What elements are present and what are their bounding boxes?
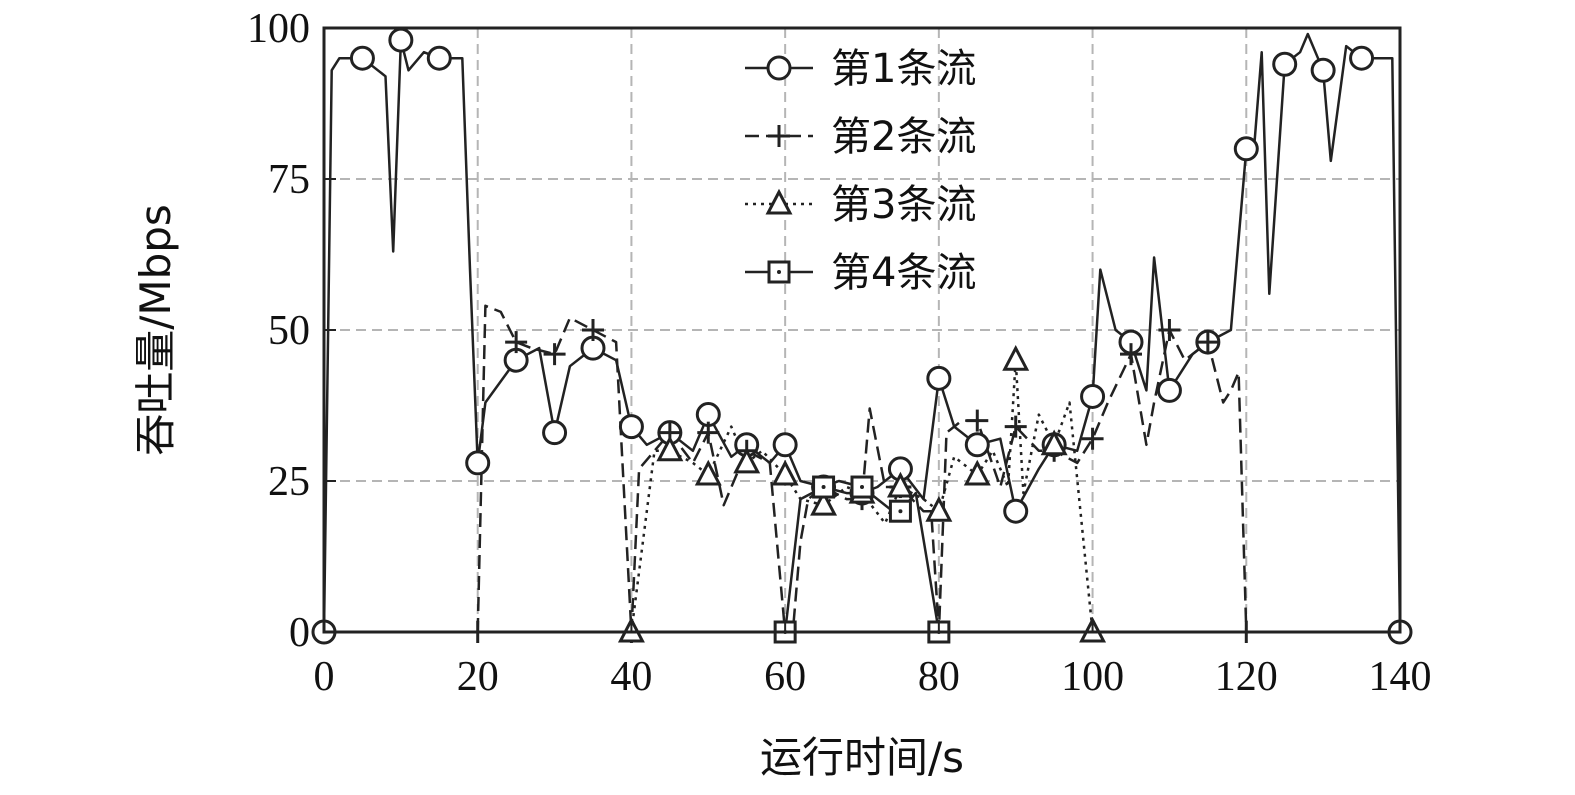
- legend-entry: 第4条流: [745, 250, 976, 296]
- legend-entry: 第2条流: [745, 114, 976, 160]
- legend-entry: 第3条流: [745, 182, 976, 228]
- series-2-point: [505, 331, 528, 354]
- legend-marker: [766, 55, 792, 81]
- series-1-point: [426, 45, 452, 71]
- series-1-point: [1233, 136, 1259, 162]
- series-2-point: [582, 319, 604, 341]
- series-2-point: [697, 421, 720, 444]
- series-1-point: [465, 450, 491, 476]
- series-1-point: [542, 420, 568, 446]
- series-2-point: [1081, 427, 1104, 450]
- series-4-point-dot: [860, 485, 864, 490]
- legend-entry: 第1条流: [745, 46, 976, 92]
- series-2-point: [1196, 331, 1219, 354]
- series-line-2: [476, 304, 1248, 634]
- legend-label: 第2条流: [831, 114, 976, 160]
- x-tick-label: 120: [1215, 654, 1278, 700]
- legend-label: 第4条流: [831, 250, 976, 296]
- series-3-point: [963, 459, 991, 486]
- series-4-point-dot: [821, 485, 826, 490]
- legend-marker-dot: [777, 270, 781, 274]
- x-tick-label: 100: [1061, 654, 1124, 700]
- series-line-1: [322, 32, 1402, 633]
- series-4-point-dot: [898, 509, 903, 514]
- y-tick-label: 50: [268, 308, 310, 354]
- y-tick-label: 75: [268, 157, 310, 203]
- series-2-point: [1120, 343, 1142, 366]
- legend-marker: [765, 188, 793, 215]
- x-tick-label: 20: [457, 654, 499, 700]
- series-1-point: [1272, 51, 1298, 77]
- series-1-point: [772, 432, 798, 458]
- y-tick-label: 25: [268, 459, 310, 505]
- axis-ticks: 0 20 40 60 80 100 120 140 0 25 50 75 100: [247, 6, 1432, 700]
- series-1-point: [1080, 383, 1106, 409]
- y-tick-label: 100: [247, 6, 310, 52]
- x-tick-label: 140: [1369, 654, 1432, 700]
- series-3-point: [810, 489, 838, 516]
- series-1-point: [964, 432, 990, 458]
- series-2-point: [966, 409, 989, 432]
- legend-label: 第1条流: [831, 46, 976, 92]
- x-tick-label: 40: [610, 654, 652, 700]
- x-tick-label: 60: [764, 654, 806, 700]
- series-1-point: [1349, 45, 1375, 71]
- series-3-point: [771, 459, 799, 486]
- legend-label: 第3条流: [831, 182, 976, 228]
- series-1-point: [926, 365, 952, 391]
- series-3-point: [925, 495, 953, 522]
- series-1-point: [349, 45, 375, 71]
- series-3-point: [1040, 429, 1068, 456]
- y-axis-title: 吞吐量/Mbps: [131, 204, 180, 456]
- x-tick-label: 0: [314, 654, 335, 700]
- series-3-point: [886, 471, 914, 498]
- series-1-point: [1156, 377, 1182, 403]
- series-1-point: [1003, 498, 1029, 524]
- legend-marker: [768, 125, 790, 147]
- series-3-point: [733, 447, 761, 474]
- y-tick-label: 0: [289, 610, 310, 656]
- series-1-point: [1310, 57, 1336, 83]
- x-axis-title: 运行时间/s: [760, 733, 964, 782]
- series-3-point: [656, 435, 684, 462]
- series-2-point: [1158, 319, 1181, 341]
- series-2-point: [1004, 415, 1027, 438]
- series-3-point: [1002, 344, 1030, 371]
- series-1-point: [388, 27, 414, 53]
- series-3-point: [694, 459, 722, 486]
- x-tick-label: 80: [918, 654, 960, 700]
- series-2-point: [543, 343, 566, 366]
- series-1-point: [618, 414, 644, 440]
